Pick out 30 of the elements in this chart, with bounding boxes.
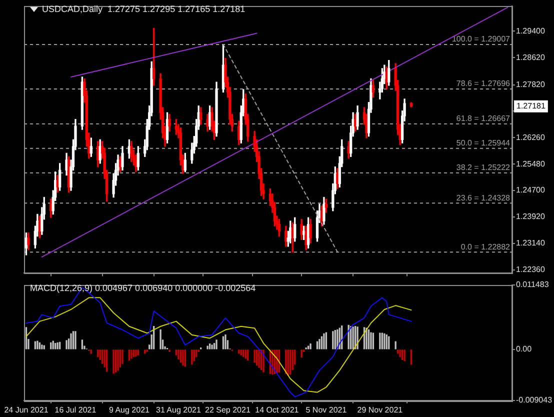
y-tick-label: 1.27820	[516, 80, 546, 89]
y-tick-label: 1.24700	[516, 186, 546, 195]
x-tick-label: 24 Jun 2021	[4, 405, 49, 414]
y-tick-label: 1.29400	[516, 26, 546, 36]
x-tick-label: 16 Jul 2021	[54, 405, 97, 414]
ref-line-label: 0.0 = 1.22882	[460, 242, 511, 252]
y-tick-label: 1.23920	[516, 212, 546, 222]
y-tick-label: 1.23140	[516, 238, 546, 248]
y-tick-label: 1.28620	[516, 52, 546, 62]
y-tick-label: 0.011483	[516, 280, 550, 290]
y-tick-label: 1.25480	[516, 159, 546, 168]
x-tick-label: 31 Aug 2021	[156, 405, 202, 414]
text: 1.27181	[516, 102, 546, 111]
y-tick-label: -0.009043	[516, 396, 553, 405]
x-tick-label: 5 Nov 2021	[306, 405, 348, 414]
ref-line-label: 61.8 = 1.26667	[456, 114, 511, 124]
y-tick-label: 0.00	[516, 344, 532, 354]
x-tick-label: 22 Sep 2021	[205, 405, 251, 414]
ref-line-label: 100.0 = 1.29007	[452, 34, 511, 44]
ref-line-label: 78.6 = 1.27696	[456, 79, 511, 88]
ref-line-label: 38.2 = 1.25222	[456, 163, 511, 172]
y-tick-label: 1.22360	[516, 265, 546, 274]
x-tick-label: 29 Nov 2021	[357, 405, 404, 414]
chart-title: MACD(12,26,9) 0.004967 0.006940 0.000000 -0.002564	[30, 283, 256, 293]
x-tick-label: 14 Oct 2021	[255, 405, 300, 414]
ref-line-label: 50.0 = 1.25944	[456, 138, 511, 148]
x-tick-label: 9 Aug 2021	[108, 405, 150, 414]
chart-title: USDCAD,Daily 1.27275 1.27295 1.27165 1.27181	[42, 4, 246, 14]
ref-line-label: 23.6 = 1.24328	[456, 193, 511, 202]
y-tick-label: 1.26260	[516, 132, 546, 142]
